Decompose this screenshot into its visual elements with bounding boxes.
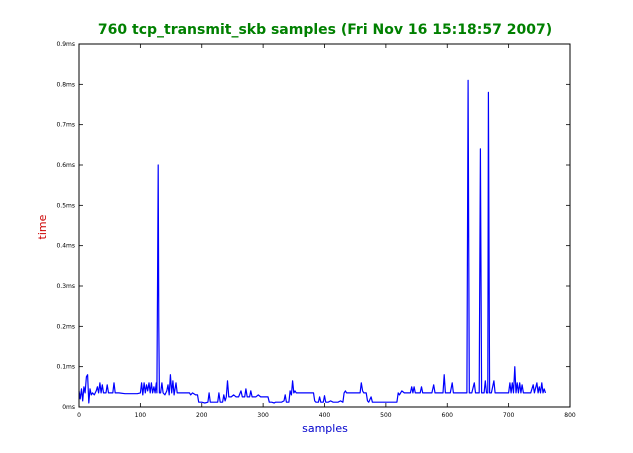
series-line-0	[78, 79, 547, 404]
x-tick-label: 600	[442, 412, 454, 419]
y-tick-label: 0.2ms	[56, 323, 75, 330]
y-tick-label: 0.6ms	[56, 162, 75, 169]
y-axis-label: time	[36, 214, 49, 239]
x-tick-label: 300	[257, 412, 269, 419]
x-tick-label: 100	[135, 412, 147, 419]
y-tick-label: 0.9ms	[56, 41, 75, 48]
y-tick-label: 0.8ms	[56, 81, 75, 88]
x-tick-label: 500	[380, 412, 392, 419]
chart-title: 760 tcp_transmit_skb samples (Fri Nov 16…	[98, 22, 552, 38]
x-tick-label: 400	[319, 412, 331, 419]
y-tick-label: 0.5ms	[56, 202, 75, 209]
x-tick-label: 200	[196, 412, 208, 419]
x-tick-label: 800	[564, 412, 576, 419]
plot-area: 0 100 200 300 400 500 600 700 800 0ms 0.1ms 0.2ms 0.…	[56, 41, 575, 419]
x-tick-label: 700	[503, 412, 515, 419]
y-tick-label: 0ms	[62, 404, 75, 411]
x-tick-label: 0	[77, 412, 81, 419]
x-axis-label: samples	[302, 422, 348, 435]
y-tick-label: 0.4ms	[56, 243, 75, 250]
y-tick-label: 0.1ms	[56, 364, 75, 371]
y-tick-label: 0.3ms	[56, 283, 75, 290]
y-tick-label: 0.7ms	[56, 122, 75, 129]
